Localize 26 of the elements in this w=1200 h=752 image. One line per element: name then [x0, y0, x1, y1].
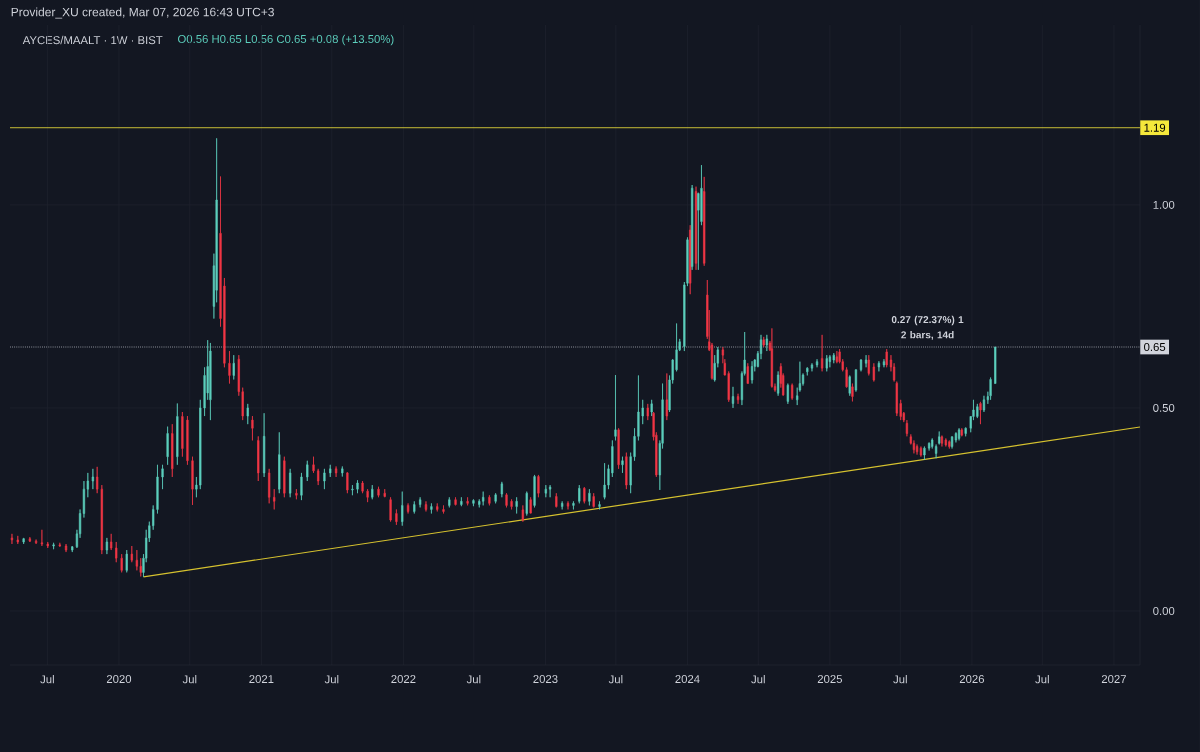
x-tick-label: 2026 [959, 675, 985, 684]
text: AYCES/MAALT · 1W · BIST [22, 35, 163, 45]
x-tick-label: 2024 [675, 675, 700, 684]
y-tick-label: 1.00 [1153, 200, 1175, 209]
x-tick-label: 2021 [249, 675, 274, 684]
x-tick-label: Jul [893, 675, 907, 684]
x-tick-label: Jul [608, 675, 623, 684]
ref-line-label: 1.19 [1144, 123, 1166, 132]
x-tick-label: Jul [40, 675, 54, 684]
text: O0.56 H0.65 L0.56 C0.65 +0.08 (+13.50%) [178, 34, 394, 46]
annotation: 0.27 (72.37%) 1 [891, 315, 964, 326]
x-tick-label: Jul [182, 675, 197, 684]
annotation: 2 bars, 14d [901, 331, 954, 340]
ref-line-label: 0.65 [1144, 343, 1166, 352]
x-tick-label: Jul [1035, 675, 1049, 684]
x-tick-label: 2020 [106, 675, 132, 684]
y-tick-label: 0.00 [1153, 606, 1175, 615]
x-tick-label: 2027 [1101, 675, 1126, 684]
x-tick-label: Jul [324, 675, 339, 684]
text: Provider_XU created, Mar 07, 2026 16:43 UTC+3 [11, 7, 274, 19]
x-tick-label: 2025 [817, 675, 843, 684]
x-tick-label: 2023 [533, 675, 558, 684]
x-tick-label: 2022 [391, 675, 416, 684]
x-tick-label: Jul [466, 675, 481, 684]
x-tick-label: Jul [751, 675, 765, 684]
y-tick-label: 0.50 [1153, 403, 1175, 412]
